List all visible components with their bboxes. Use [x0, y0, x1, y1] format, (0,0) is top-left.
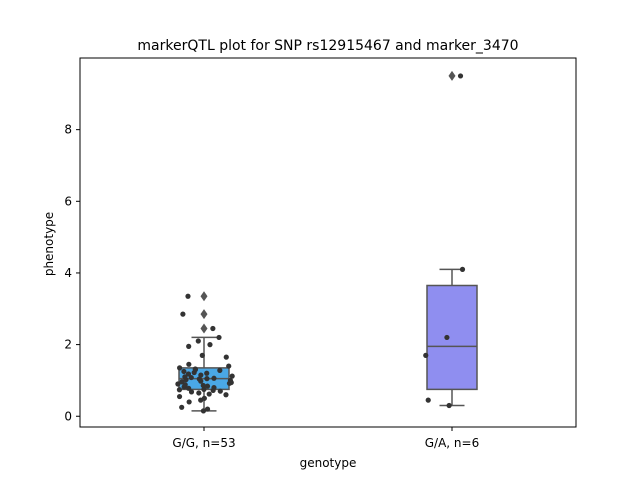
data-point — [227, 377, 234, 384]
y-tick-label: 0 — [64, 409, 72, 423]
data-point — [181, 368, 187, 375]
x-tick-label: G/G, n=53 — [172, 436, 235, 450]
outlier-marker — [200, 323, 208, 334]
y-tick-label: 6 — [64, 194, 72, 208]
data-point — [185, 371, 192, 377]
data-point — [182, 374, 188, 380]
data-point — [200, 408, 207, 414]
data-point — [196, 390, 202, 396]
data-point — [204, 406, 211, 412]
box — [426, 284, 478, 391]
data-point — [210, 325, 216, 332]
y-tick-label: 8 — [64, 123, 72, 137]
data-point — [188, 374, 194, 381]
data-point — [211, 384, 217, 391]
data-point — [199, 352, 205, 358]
data-point — [198, 372, 204, 378]
chart-title: markerQTL plot for SNP rs12915467 and ma… — [137, 38, 518, 54]
data-point — [179, 404, 185, 410]
plot-frame — [79, 57, 577, 428]
x-axis-label: genotype — [300, 456, 357, 470]
data-point — [204, 370, 210, 376]
data-point — [185, 293, 191, 299]
data-point — [186, 343, 192, 349]
data-point — [186, 361, 192, 367]
data-point — [179, 379, 185, 385]
data-point — [223, 392, 229, 398]
data-point — [226, 363, 232, 369]
y-tick-label: 2 — [64, 338, 72, 352]
data-point — [423, 352, 429, 358]
x-tick-label: G/A, n=6 — [425, 436, 479, 450]
outlier-marker — [200, 309, 208, 320]
data-point — [229, 373, 235, 379]
data-point — [196, 376, 202, 382]
data-point — [200, 382, 206, 389]
data-point — [188, 389, 195, 395]
data-point — [192, 366, 198, 372]
data-point — [206, 391, 212, 397]
y-axis-label: phenotype — [42, 212, 56, 276]
data-point — [180, 311, 186, 317]
data-point — [446, 402, 452, 409]
outlier-marker — [448, 70, 456, 81]
data-point — [201, 386, 207, 392]
outlier-marker — [200, 291, 208, 302]
data-point — [223, 354, 229, 360]
data-point — [186, 399, 192, 405]
data-point — [207, 342, 213, 348]
data-point — [195, 338, 201, 344]
data-point — [216, 334, 222, 341]
data-point — [176, 387, 183, 393]
data-point — [211, 375, 217, 381]
data-point — [186, 385, 192, 391]
data-point — [201, 395, 207, 401]
data-point — [204, 383, 211, 389]
y-tick-label: 4 — [64, 266, 72, 280]
data-point — [204, 376, 210, 382]
plot-area: 0 2 4 6 8 G/G, n=53 G/A, n=6 — [64, 70, 479, 450]
data-point — [217, 367, 223, 373]
data-point — [444, 334, 450, 341]
data-point — [177, 365, 183, 371]
data-point — [457, 73, 464, 79]
data-point — [175, 381, 181, 387]
data-point — [217, 388, 223, 394]
data-point — [425, 397, 431, 403]
data-point — [176, 393, 183, 400]
data-point — [459, 266, 466, 272]
